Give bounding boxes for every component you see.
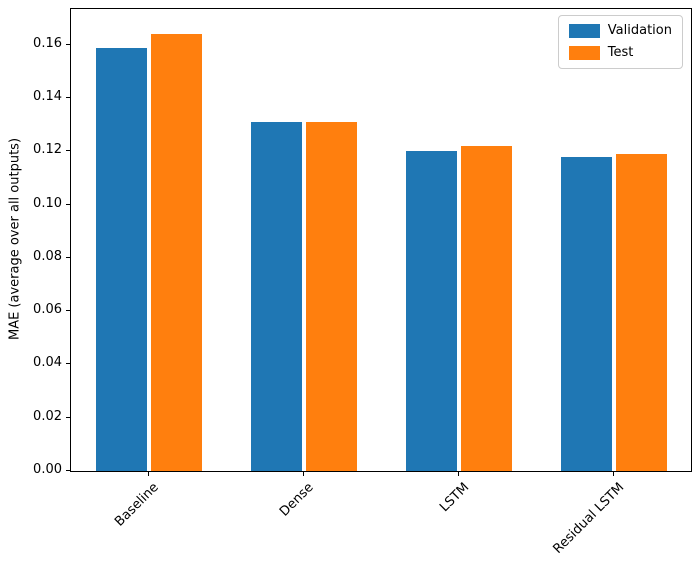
bar-residual-lstm-test: [615, 154, 667, 471]
legend-entry-validation: Validation: [568, 23, 672, 38]
x-tick-mark: [612, 472, 614, 476]
y-tick-mark: [66, 97, 70, 99]
y-tick-label: 0.10: [33, 195, 62, 211]
plot-area: [70, 8, 692, 472]
x-tick-mark: [147, 472, 149, 476]
bar-lstm-test: [460, 146, 512, 471]
legend-swatch-test: [568, 46, 600, 60]
x-tick-label-baseline: Baseline: [112, 480, 163, 530]
y-tick-mark: [66, 416, 70, 418]
y-tick-mark: [66, 310, 70, 312]
bar-dense-test: [305, 122, 357, 471]
x-tick-mark: [302, 472, 304, 476]
y-tick-mark: [66, 203, 70, 205]
bar-lstm-validation: [405, 151, 457, 471]
bar-dense-validation: [250, 122, 302, 471]
y-tick-mark: [66, 470, 70, 471]
legend-label-test: Test: [607, 45, 634, 60]
bar-baseline-test: [150, 34, 202, 471]
y-tick-mark: [66, 256, 70, 258]
legend: Validation Test: [557, 15, 683, 69]
x-tick-label-residual-lstm: Residual LSTM: [550, 480, 628, 557]
y-tick-label: 0.06: [33, 302, 62, 318]
bar-residual-lstm-validation: [560, 156, 612, 471]
y-tick-mark: [66, 363, 70, 365]
y-tick-label: 0.02: [33, 408, 62, 424]
x-tick-label-dense: Dense: [277, 480, 318, 520]
legend-entry-test: Test: [568, 45, 672, 60]
y-tick-label: 0.12: [33, 142, 62, 158]
y-tick-mark: [66, 150, 70, 152]
y-tick-label: 0.16: [33, 35, 62, 51]
legend-swatch-validation: [568, 24, 600, 38]
y-tick-label: 0.00: [33, 462, 62, 477]
y-tick-label: 0.08: [33, 248, 62, 264]
y-tick-label: 0.14: [33, 89, 62, 105]
bar-baseline-validation: [95, 47, 147, 471]
x-tick-label-lstm: LSTM: [436, 480, 473, 516]
y-tick-label: 0.04: [33, 355, 62, 371]
x-tick-mark: [457, 472, 459, 476]
legend-label-validation: Validation: [607, 23, 672, 38]
y-tick-mark: [66, 43, 70, 45]
